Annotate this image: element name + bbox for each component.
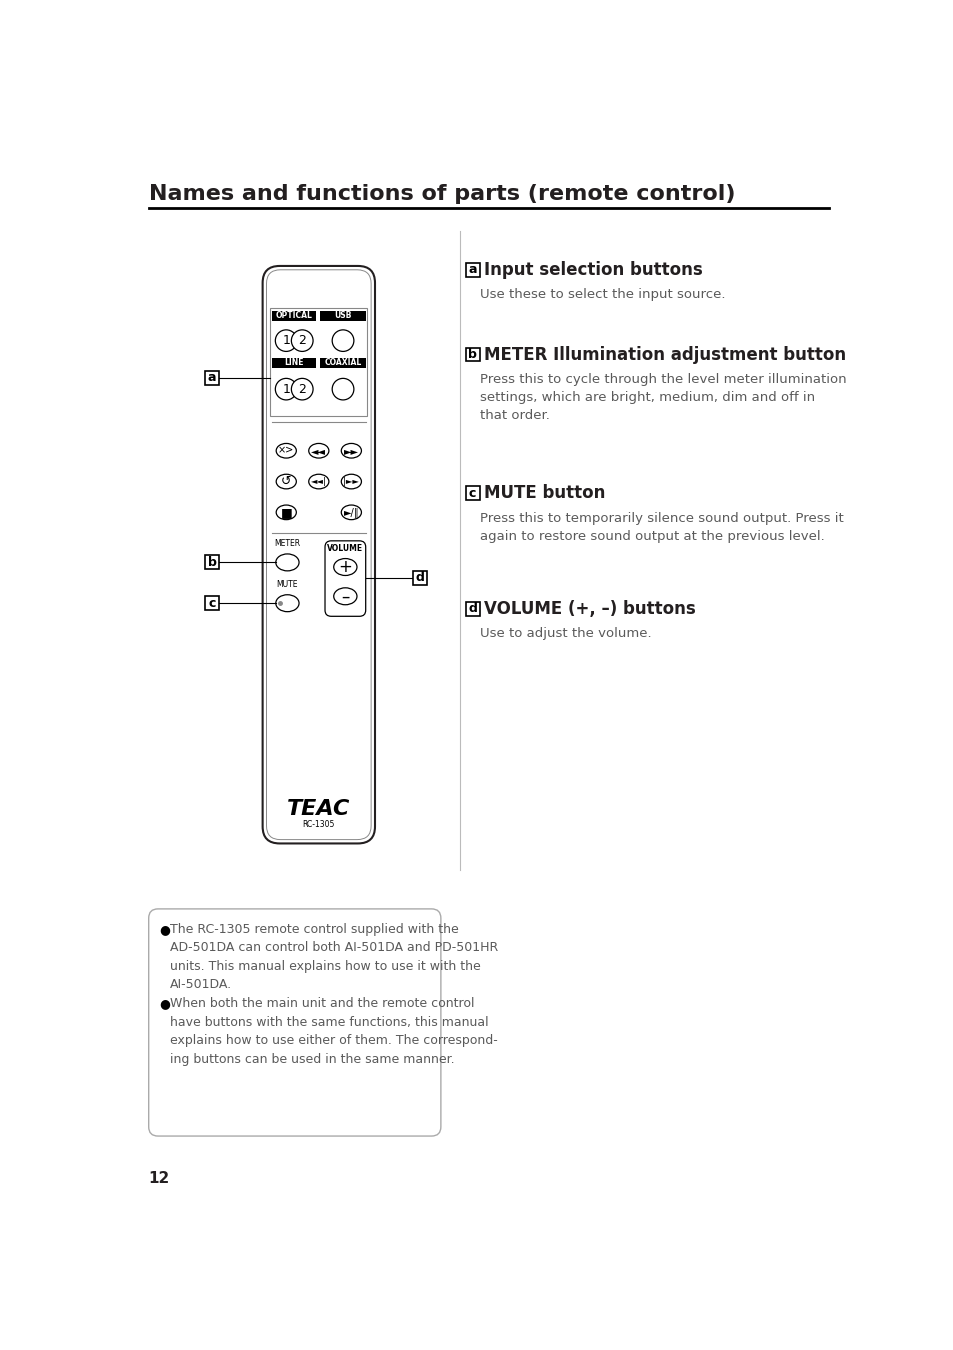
Text: METER Illumination adjustment button: METER Illumination adjustment button xyxy=(484,346,845,363)
Text: ●: ● xyxy=(159,923,171,936)
Bar xyxy=(205,555,219,570)
Text: c: c xyxy=(209,597,215,610)
Text: ►►: ►► xyxy=(343,446,358,456)
Ellipse shape xyxy=(334,559,356,575)
Ellipse shape xyxy=(341,443,361,458)
Bar xyxy=(320,310,365,320)
Bar xyxy=(320,358,365,367)
Text: MUTE: MUTE xyxy=(276,580,298,589)
Bar xyxy=(465,263,479,277)
FancyBboxPatch shape xyxy=(149,909,440,1137)
Bar xyxy=(413,571,427,585)
Text: ►/‖: ►/‖ xyxy=(343,508,358,517)
Text: |►►: |►► xyxy=(343,477,359,486)
Circle shape xyxy=(291,378,313,400)
Text: b: b xyxy=(208,556,216,568)
Circle shape xyxy=(332,378,354,400)
Text: Input selection buttons: Input selection buttons xyxy=(484,261,702,279)
Ellipse shape xyxy=(334,587,356,605)
Text: 2: 2 xyxy=(298,382,306,396)
Bar xyxy=(272,310,316,320)
Text: b: b xyxy=(468,348,476,360)
Bar xyxy=(465,602,479,616)
Text: MUTE button: MUTE button xyxy=(484,485,605,502)
Ellipse shape xyxy=(341,474,361,489)
Text: COAXIAL: COAXIAL xyxy=(324,358,361,367)
Text: c: c xyxy=(469,486,476,500)
Text: 1: 1 xyxy=(282,335,290,347)
Text: Press this to temporarily silence sound output. Press it
again to restore sound : Press this to temporarily silence sound … xyxy=(479,512,842,543)
Bar xyxy=(270,308,367,416)
Text: OPTICAL: OPTICAL xyxy=(275,310,313,320)
Text: Use these to select the input source.: Use these to select the input source. xyxy=(479,289,724,301)
Bar xyxy=(205,371,219,385)
Circle shape xyxy=(332,329,354,351)
FancyBboxPatch shape xyxy=(262,266,375,844)
Text: When both the main unit and the remote control
have buttons with the same functi: When both the main unit and the remote c… xyxy=(171,998,497,1066)
Text: ■: ■ xyxy=(280,506,292,518)
Ellipse shape xyxy=(276,443,296,458)
Text: ×>: ×> xyxy=(278,446,294,456)
Text: 2: 2 xyxy=(298,335,306,347)
Text: ↺: ↺ xyxy=(281,475,292,489)
Circle shape xyxy=(275,329,296,351)
Circle shape xyxy=(291,329,313,351)
Bar xyxy=(272,358,316,367)
Ellipse shape xyxy=(275,595,298,612)
Text: a: a xyxy=(208,371,216,385)
Text: ●: ● xyxy=(159,998,171,1010)
Text: +: + xyxy=(338,558,352,576)
Text: VOLUME: VOLUME xyxy=(327,544,363,554)
Text: VOLUME (+, –) buttons: VOLUME (+, –) buttons xyxy=(484,599,696,617)
Text: a: a xyxy=(468,263,476,277)
Text: ◄◄: ◄◄ xyxy=(311,446,326,456)
Ellipse shape xyxy=(309,443,329,458)
Text: –: – xyxy=(341,587,349,605)
Text: ◄◄|: ◄◄| xyxy=(311,477,327,486)
Ellipse shape xyxy=(275,554,298,571)
Text: 1: 1 xyxy=(282,382,290,396)
Text: Use to adjust the volume.: Use to adjust the volume. xyxy=(479,628,651,640)
Text: d: d xyxy=(416,571,424,585)
Ellipse shape xyxy=(276,474,296,489)
Ellipse shape xyxy=(276,505,296,520)
FancyBboxPatch shape xyxy=(325,541,365,617)
Text: The RC-1305 remote control supplied with the
AD-501DA can control both AI-501DA : The RC-1305 remote control supplied with… xyxy=(171,923,498,991)
Ellipse shape xyxy=(309,474,329,489)
Text: Names and functions of parts (remote control): Names and functions of parts (remote con… xyxy=(149,185,735,204)
Text: RC-1305: RC-1305 xyxy=(302,819,335,829)
Text: 12: 12 xyxy=(149,1170,170,1185)
Text: Press this to cycle through the level meter illumination
settings, which are bri: Press this to cycle through the level me… xyxy=(479,373,845,423)
Text: METER: METER xyxy=(274,539,300,548)
Text: LINE: LINE xyxy=(284,358,304,367)
Bar xyxy=(465,347,479,362)
Bar xyxy=(465,486,479,500)
Bar xyxy=(205,597,219,610)
Text: USB: USB xyxy=(334,310,352,320)
Circle shape xyxy=(275,378,296,400)
Text: TEAC: TEAC xyxy=(287,799,350,819)
Ellipse shape xyxy=(341,505,361,520)
Text: d: d xyxy=(468,602,476,616)
